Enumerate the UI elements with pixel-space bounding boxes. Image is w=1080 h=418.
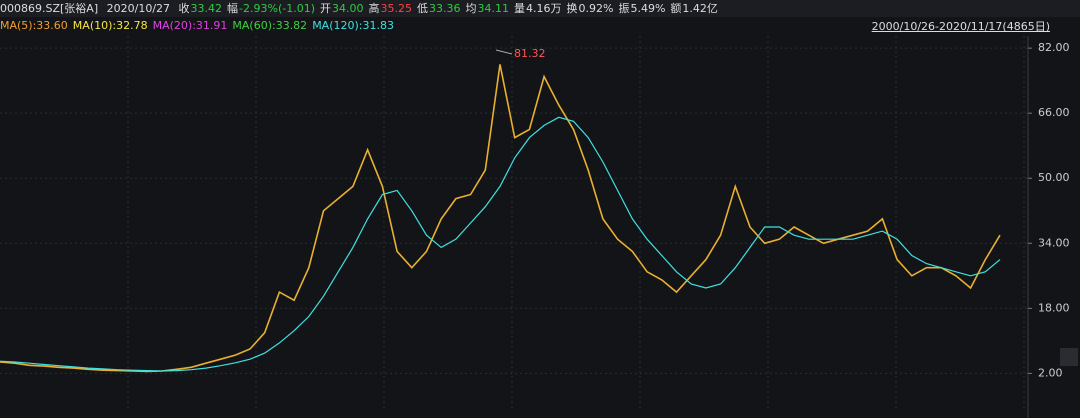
quote-label: 高 [368, 2, 380, 15]
quote-label: 收 [178, 2, 190, 15]
y-tick-label: 66.00 [1038, 106, 1070, 119]
y-tick-label: 34.00 [1038, 236, 1070, 249]
indicator-bar: MA(5):33.60 MA(10):32.78 MA(20):31.91 MA(60… [0, 17, 1080, 34]
quote-value: 33.42 [190, 2, 223, 15]
quote-value: -2.93%(-1.01) [239, 2, 315, 15]
quote-label: 额 [670, 2, 682, 15]
ma-legend: MA(10):32.78 [72, 19, 148, 32]
date: 2020/10/27 [106, 2, 171, 15]
ma-legend: MA(5):33.60 [0, 19, 68, 32]
quote-label: 换 [566, 2, 578, 15]
quote-label: 均 [465, 2, 477, 15]
price-line [0, 64, 1001, 373]
quote-label: 量 [514, 2, 525, 15]
quote-value: 33.36 [429, 2, 461, 15]
ma-legend: MA(20):31.91 [152, 19, 228, 32]
scroll-button[interactable] [1060, 348, 1078, 366]
chart: 2.00 18.00 34.00 50.00 66.00 82.00 81.32 [0, 36, 1078, 418]
quote-value: 5.49% [630, 2, 666, 15]
quote-label: 低 [417, 2, 428, 15]
symbol: 000869.SZ[张裕A] [0, 2, 99, 15]
ma-legend: MA(120):31.83 [312, 19, 394, 32]
max-pointer [495, 49, 513, 55]
date-range[interactable]: 2000/10/26-2020/11/17(4865日) [871, 20, 1050, 33]
quote-value: 35.25 [380, 2, 413, 15]
y-tick-label: 18.00 [1038, 301, 1070, 314]
price-line [0, 116, 1001, 372]
max-label: 81.32 [514, 47, 546, 60]
y-tick-label: 50.00 [1038, 171, 1070, 184]
ma-legend: MA(60):33.82 [232, 19, 308, 32]
quote-value: 34.11 [477, 2, 510, 15]
quote-value: 34.00 [332, 2, 364, 15]
quote-value: 1.42亿 [682, 2, 718, 15]
y-tick-label: 82.00 [1038, 41, 1070, 54]
quote-label: 开 [320, 2, 331, 15]
quote-label: 振 [618, 2, 630, 15]
y-tick-label: 2.00 [1038, 366, 1063, 379]
quote-label: 幅 [227, 2, 239, 15]
quote-value: 4.16万 [526, 2, 562, 15]
quote-value: 0.92% [578, 2, 614, 15]
quote-bar: 000869.SZ[张裕A] 2020/10/27 收33.42 幅-2.93%(… [0, 0, 1080, 17]
